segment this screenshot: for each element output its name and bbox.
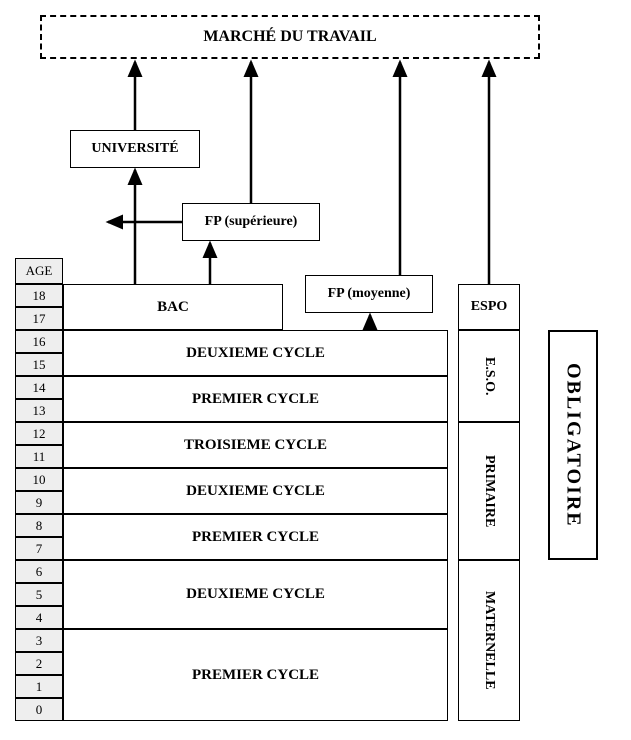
- fp-moyenne-box: FP (moyenne): [305, 275, 433, 313]
- bac-label: BAC: [157, 299, 189, 316]
- age-cell: 14: [15, 376, 63, 399]
- age-cell: 0: [15, 698, 63, 721]
- maternelle-label: MATERNELLE: [481, 591, 497, 690]
- age-cell: 12: [15, 422, 63, 445]
- age-cell: 17: [15, 307, 63, 330]
- age-cell: 13: [15, 399, 63, 422]
- cycle-box: DEUXIEME CYCLE: [63, 468, 448, 514]
- cycle-box: DEUXIEME CYCLE: [63, 560, 448, 629]
- cycle-label: DEUXIEME CYCLE: [186, 483, 325, 500]
- eso-label: E.S.O.: [481, 357, 497, 396]
- marche-label: MARCHÉ DU TRAVAIL: [203, 28, 376, 46]
- age-header-label: AGE: [26, 263, 53, 279]
- espo-box: ESPO: [458, 284, 520, 330]
- age-label: 15: [33, 357, 46, 373]
- age-label: 11: [33, 449, 46, 465]
- age-cell: 4: [15, 606, 63, 629]
- cycle-label: DEUXIEME CYCLE: [186, 586, 325, 603]
- primaire-label: PRIMAIRE: [481, 455, 497, 527]
- age-label: 9: [36, 495, 43, 511]
- age-cell: 8: [15, 514, 63, 537]
- age-label: 3: [36, 633, 43, 649]
- age-cell: 7: [15, 537, 63, 560]
- age-cell: 11: [15, 445, 63, 468]
- age-label: 18: [33, 288, 46, 304]
- age-label: 6: [36, 564, 43, 580]
- universite-label: UNIVERSITÉ: [91, 141, 178, 157]
- cycle-label: PREMIER CYCLE: [192, 529, 319, 546]
- cycle-box: PREMIER CYCLE: [63, 514, 448, 560]
- age-cell: 15: [15, 353, 63, 376]
- age-cell: 6: [15, 560, 63, 583]
- age-label: 2: [36, 656, 43, 672]
- fp-moy-label: FP (moyenne): [328, 286, 411, 302]
- cycle-label: TROISIEME CYCLE: [184, 437, 327, 454]
- cycle-box: PREMIER CYCLE: [63, 376, 448, 422]
- age-cell: 18: [15, 284, 63, 307]
- age-label: 5: [36, 587, 43, 603]
- age-cell: 3: [15, 629, 63, 652]
- espo-label: ESPO: [471, 299, 508, 315]
- age-label: 13: [33, 403, 46, 419]
- cycle-box: PREMIER CYCLE: [63, 629, 448, 721]
- obligatoire-label: OBLIGATOIRE: [562, 363, 585, 528]
- age-cell: 10: [15, 468, 63, 491]
- cycle-label: DEUXIEME CYCLE: [186, 345, 325, 362]
- age-cell: 9: [15, 491, 63, 514]
- cycle-label: PREMIER CYCLE: [192, 391, 319, 408]
- cycle-box: TROISIEME CYCLE: [63, 422, 448, 468]
- cycle-box: DEUXIEME CYCLE: [63, 330, 448, 376]
- age-label: 1: [36, 679, 43, 695]
- eso-box: E.S.O.: [458, 330, 520, 422]
- age-label: 12: [33, 426, 46, 442]
- bac-box: BAC: [63, 284, 283, 330]
- maternelle-box: MATERNELLE: [458, 560, 520, 721]
- age-cell: 1: [15, 675, 63, 698]
- fp-superieure-box: FP (supérieure): [182, 203, 320, 241]
- age-label: 4: [36, 610, 43, 626]
- age-label: 16: [33, 334, 46, 350]
- primaire-box: PRIMAIRE: [458, 422, 520, 560]
- age-label: 0: [36, 702, 43, 718]
- age-cell: 16: [15, 330, 63, 353]
- age-cell: 5: [15, 583, 63, 606]
- marche-du-travail-box: MARCHÉ DU TRAVAIL: [40, 15, 540, 59]
- age-label: 17: [33, 311, 46, 327]
- age-label: 7: [36, 541, 43, 557]
- age-cell: 2: [15, 652, 63, 675]
- age-label: 14: [33, 380, 46, 396]
- fp-sup-label: FP (supérieure): [205, 214, 298, 230]
- age-label: 8: [36, 518, 43, 534]
- age-label: 10: [33, 472, 46, 488]
- obligatoire-box: OBLIGATOIRE: [548, 330, 598, 560]
- universite-box: UNIVERSITÉ: [70, 130, 200, 168]
- age-header: AGE: [15, 258, 63, 284]
- cycle-label: PREMIER CYCLE: [192, 667, 319, 684]
